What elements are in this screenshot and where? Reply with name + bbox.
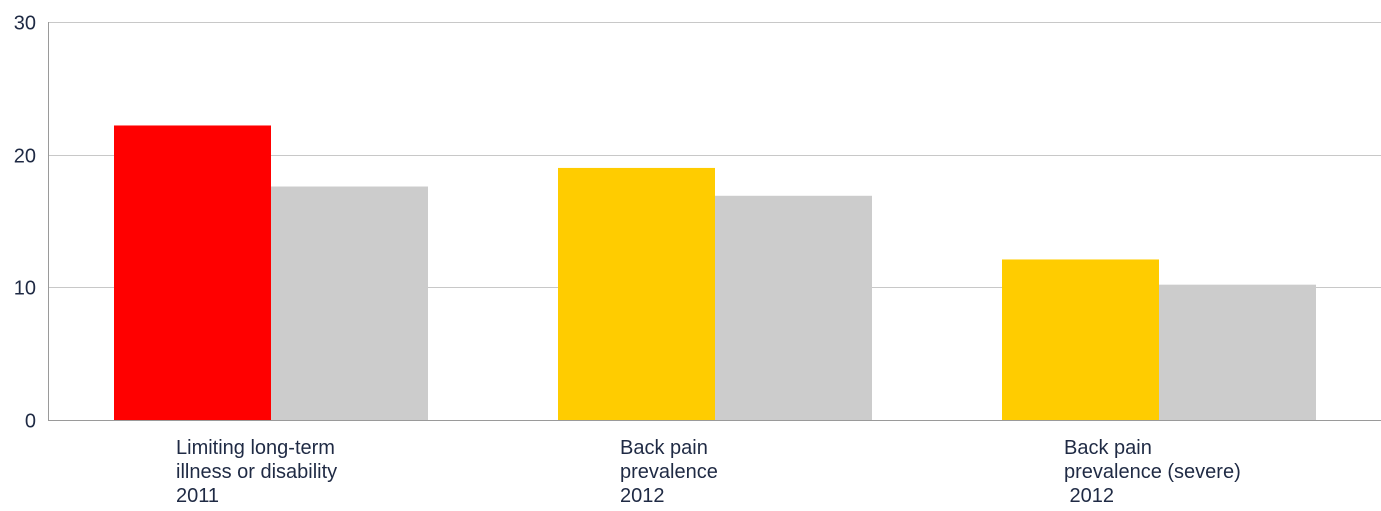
y-tick-label: 0 xyxy=(25,411,36,433)
bar xyxy=(558,167,715,420)
y-tick-label: 20 xyxy=(14,146,36,168)
bar xyxy=(1159,284,1316,420)
category-label: Back pain xyxy=(1064,437,1152,459)
y-tick-label: 10 xyxy=(14,278,36,300)
bar xyxy=(715,195,872,420)
y-tick-label: 30 xyxy=(14,13,36,35)
bar xyxy=(1002,259,1159,420)
category-label: 2012 xyxy=(1064,485,1114,507)
category-label: Limiting long-term xyxy=(176,437,335,459)
category-label: 2011 xyxy=(176,485,219,507)
category-label: illness or disability xyxy=(176,461,337,483)
category-label: prevalence xyxy=(620,461,718,483)
bar xyxy=(271,186,428,420)
bar xyxy=(114,125,271,420)
category-label: prevalence (severe) xyxy=(1064,461,1241,483)
category-label: 2012 xyxy=(620,485,665,507)
category-label: Back pain xyxy=(620,437,708,459)
